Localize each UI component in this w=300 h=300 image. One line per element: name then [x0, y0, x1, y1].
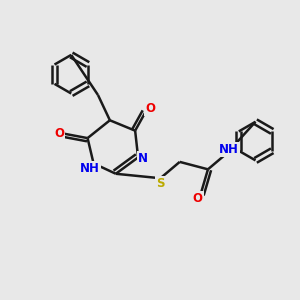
Text: O: O	[54, 127, 64, 140]
Text: S: S	[156, 177, 165, 190]
Text: NH: NH	[80, 162, 100, 175]
Text: O: O	[193, 192, 202, 205]
Text: O: O	[145, 103, 155, 116]
Text: N: N	[138, 152, 148, 165]
Text: NH: NH	[219, 143, 239, 156]
